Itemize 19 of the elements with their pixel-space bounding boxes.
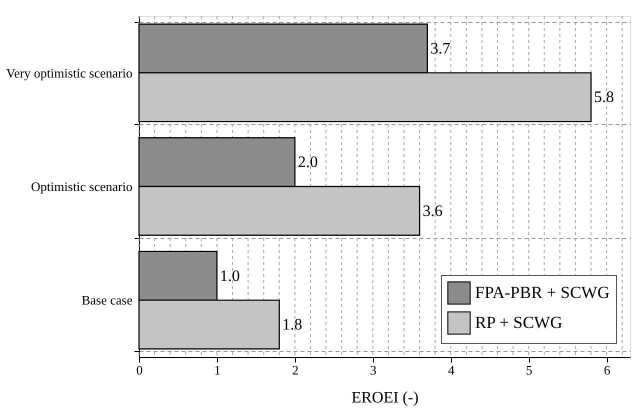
x-tick-label: 6 — [604, 362, 611, 378]
legend-label: FPA-PBR + SCWG — [475, 283, 610, 302]
y-tick-label: Base case — [82, 292, 133, 308]
x-tick-label: 2 — [292, 362, 299, 378]
data-label: 2.0 — [298, 154, 318, 172]
x-tick-label: 5 — [526, 362, 532, 378]
legend-label: RP + SCWG — [475, 313, 562, 332]
y-tick-label: Very optimistic scenario — [6, 65, 132, 80]
x-axis-title: EROEI (-) — [351, 390, 419, 406]
x-tick-label: 0 — [136, 362, 143, 378]
data-label: 1.8 — [282, 316, 302, 334]
x-tick-label: 4 — [448, 362, 455, 378]
x-tick-label: 1 — [214, 362, 221, 378]
x-tick-label: 3 — [370, 362, 377, 378]
data-label: 3.6 — [422, 202, 443, 220]
data-label: 5.8 — [594, 89, 614, 106]
data-label: 1.0 — [220, 268, 240, 285]
y-tick-label: Optimistic scenario — [31, 179, 132, 194]
data-label: 3.7 — [430, 40, 450, 58]
